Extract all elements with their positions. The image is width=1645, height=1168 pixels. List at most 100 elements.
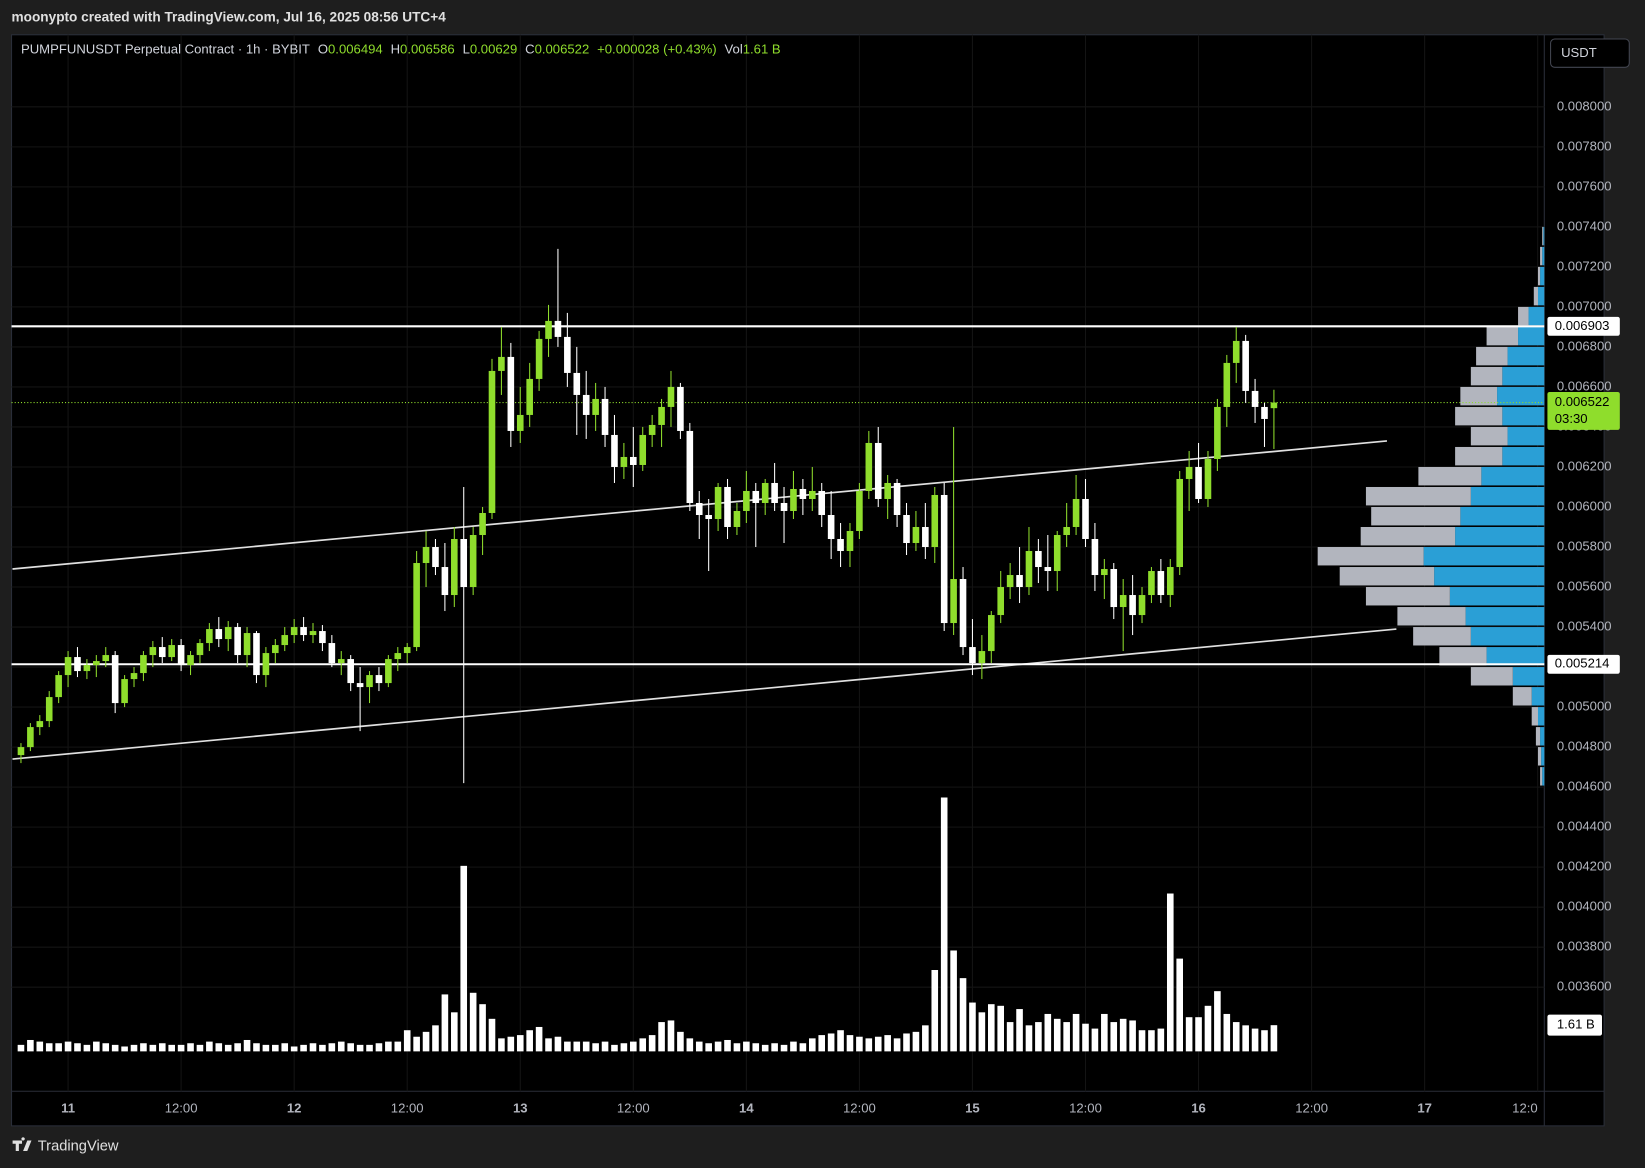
candle-body <box>997 587 1005 616</box>
volume-bar <box>987 1004 995 1052</box>
candle-body <box>526 378 533 415</box>
volume-bar <box>733 1043 741 1052</box>
volume-bar <box>1223 1013 1231 1052</box>
candle-body <box>432 547 439 568</box>
volume-bar <box>366 1044 373 1052</box>
candle-body <box>215 629 223 640</box>
author-line: moonypto created with TradingView.com, J… <box>12 10 447 25</box>
volume-bar <box>488 1018 496 1052</box>
volume-bar <box>507 1036 515 1052</box>
candle-body <box>978 651 986 664</box>
volume-bar <box>1072 1013 1080 1052</box>
volume-bar <box>196 1044 204 1052</box>
candle-body <box>1119 595 1127 608</box>
volume-bar <box>1157 1028 1165 1052</box>
currency-button[interactable]: USDT <box>1550 38 1630 68</box>
volume-bar <box>253 1043 260 1052</box>
brand[interactable]: TradingView <box>12 1137 119 1155</box>
profile-outer <box>1540 767 1543 786</box>
candle-body <box>243 633 251 656</box>
candle-body <box>564 336 571 373</box>
volume-bar <box>36 1041 44 1052</box>
currency-button-box[interactable] <box>1550 38 1630 68</box>
profile-inner <box>1537 286 1545 306</box>
legend-l-label: L <box>463 42 470 57</box>
candle-body <box>1006 575 1014 588</box>
candle-body <box>1261 406 1268 419</box>
volume-bar <box>874 1036 882 1052</box>
x-tick-label: 16 <box>1191 1101 1206 1116</box>
candle-body <box>1129 595 1136 616</box>
volume-bar <box>573 1041 581 1052</box>
volume-bar <box>1044 1013 1052 1052</box>
volume-bar <box>912 1031 920 1052</box>
volume-bar <box>771 1043 778 1052</box>
profile-outer <box>1518 306 1529 326</box>
candle-body <box>743 490 750 511</box>
candle-body <box>498 356 505 371</box>
candle-body <box>893 482 901 515</box>
candle-body <box>827 514 835 540</box>
candle-body <box>1053 535 1061 572</box>
volume-bar <box>1101 1013 1108 1052</box>
y-tick-label: 0.004200 <box>1557 859 1612 874</box>
profile-outer <box>1317 547 1424 566</box>
profile-outer <box>1371 506 1461 526</box>
volume-bar <box>1251 1028 1259 1052</box>
profile-inner <box>1531 687 1545 706</box>
profile-inner <box>1502 366 1545 386</box>
candle-body <box>516 414 524 431</box>
profile-inner <box>1541 747 1545 766</box>
candle-body <box>780 502 788 511</box>
legend-change: +0.000028 (+0.43%) <box>597 42 717 57</box>
profile-inner <box>1423 547 1545 566</box>
volume-bar <box>1270 1025 1278 1052</box>
profile-inner <box>1543 226 1545 246</box>
profile-inner <box>1542 246 1545 266</box>
volume-bar <box>950 950 957 1052</box>
candle-body <box>187 655 194 666</box>
volume-bar <box>441 994 449 1052</box>
x-tick-label: 17 <box>1417 1101 1432 1116</box>
brand-logo[interactable] <box>12 1137 32 1152</box>
volume-bar <box>601 1041 609 1052</box>
x-tick-label: 14 <box>739 1101 754 1116</box>
candle-body <box>74 657 81 672</box>
profile-inner <box>1455 527 1545 546</box>
price-label-box <box>1547 316 1620 336</box>
candle-body <box>620 456 628 467</box>
candle-body <box>790 488 797 511</box>
x-tick-label: 12:00 <box>165 1101 198 1116</box>
countdown-label: 03:30 <box>1555 411 1588 426</box>
volume-bar <box>290 1046 298 1052</box>
volume-bar <box>620 1043 628 1052</box>
candle-body <box>1016 575 1023 588</box>
trendline <box>12 628 1397 760</box>
y-tick-label: 0.007000 <box>1557 298 1612 313</box>
candle-body <box>724 486 731 528</box>
volume-bar <box>93 1041 100 1052</box>
price-label: 0.006903 <box>1555 318 1610 333</box>
volume-bar <box>1138 1030 1146 1052</box>
profile-inner <box>1434 567 1545 586</box>
volume-bar <box>1110 1022 1118 1052</box>
profile-inner <box>1460 506 1545 526</box>
volume-bar <box>969 1002 976 1052</box>
profile-outer <box>1455 446 1503 466</box>
volume-bar <box>55 1043 62 1052</box>
profile-inner <box>1449 587 1545 606</box>
candles <box>17 248 1278 784</box>
candle-body <box>856 490 863 532</box>
volume-bar <box>413 1036 420 1052</box>
currency-button-label[interactable]: USDT <box>1561 45 1597 60</box>
y-tick-label: 0.006200 <box>1557 458 1612 473</box>
candle-body <box>64 657 72 676</box>
volume-bar <box>809 1038 816 1052</box>
brand-name[interactable]: TradingView <box>38 1139 119 1155</box>
volume-bar <box>686 1038 694 1052</box>
candle-body <box>658 406 665 425</box>
volume-bar <box>893 1038 901 1052</box>
candle-body <box>799 488 807 499</box>
candle-body <box>931 494 939 548</box>
volume-bar <box>206 1041 213 1052</box>
